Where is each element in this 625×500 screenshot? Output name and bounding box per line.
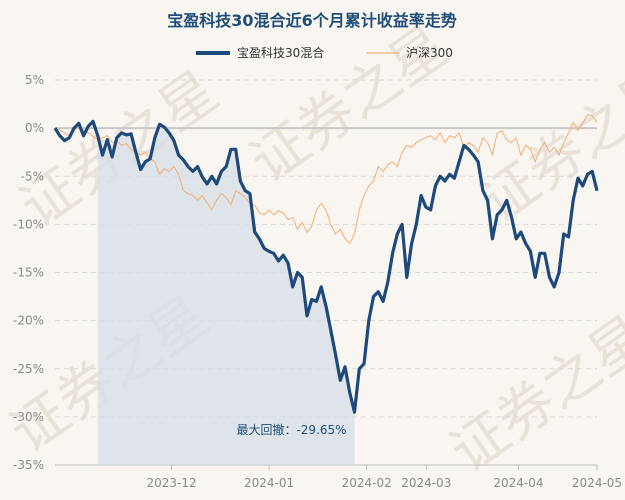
legend: 宝盈科技30混合 沪深300	[196, 45, 453, 60]
watermark-text: 证券之星	[239, 14, 460, 196]
x-tick-label: 2024-04	[493, 476, 543, 490]
y-tick-label: -15%	[13, 266, 44, 280]
y-tick-label: 0%	[25, 121, 44, 135]
x-tick-label: 2024-02	[342, 476, 392, 490]
y-axis-ticks: 5% 0% -5% -10% -15% -20% -25% -30% -35%	[13, 73, 44, 472]
y-tick-label: -20%	[13, 314, 44, 328]
x-tick-label: 2024-01	[244, 476, 294, 490]
x-axis-ticks: 2023-12 2024-01 2024-02 2024-03 2024-04 2024-…	[146, 465, 622, 490]
max-drawdown-area	[97, 124, 355, 466]
legend-fund-label: 宝盈科技30混合	[237, 45, 324, 60]
max-drawdown-label: 最大回撤：-29.65%	[236, 422, 346, 437]
chart-title: 宝盈科技30混合近6个月累计收益率走势	[167, 11, 456, 30]
legend-index-label: 沪深300	[406, 46, 453, 60]
x-tick-label: 2024-03	[401, 476, 451, 490]
y-tick-label: -10%	[13, 217, 44, 231]
y-tick-label: 5%	[25, 73, 44, 87]
y-tick-label: -25%	[13, 362, 44, 376]
x-tick-label: 2023-12	[146, 476, 196, 490]
series-line-fund	[53, 119, 599, 414]
watermark-text: 证券之星	[469, 54, 625, 236]
watermark-text: 证券之星	[439, 304, 625, 486]
y-tick-label: -30%	[13, 410, 44, 424]
y-tick-label: -35%	[13, 458, 44, 472]
y-tick-label: -5%	[21, 169, 44, 183]
x-tick-label: 2024-05	[572, 476, 622, 490]
series-line-hs300	[54, 114, 598, 245]
